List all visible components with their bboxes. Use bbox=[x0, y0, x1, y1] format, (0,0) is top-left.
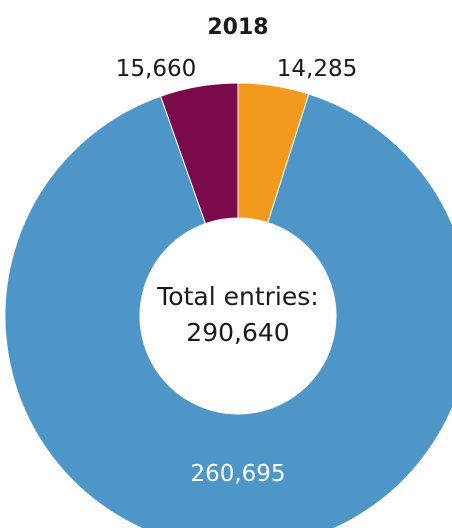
center-label: Total entries: bbox=[156, 282, 318, 311]
chart-title: 2018 bbox=[207, 15, 268, 40]
slice-value-label-blue: 260,695 bbox=[190, 461, 285, 487]
center-total-value: 290,640 bbox=[186, 318, 289, 347]
donut-slices bbox=[4, 82, 452, 528]
slice-labels: 14,285 260,695 15,660 bbox=[116, 56, 357, 487]
slice-value-label-orange: 14,285 bbox=[277, 56, 357, 82]
donut-slice-blue bbox=[4, 93, 452, 528]
slice-value-label-purple: 15,660 bbox=[116, 56, 196, 82]
donut-slice-purple bbox=[159, 82, 239, 225]
